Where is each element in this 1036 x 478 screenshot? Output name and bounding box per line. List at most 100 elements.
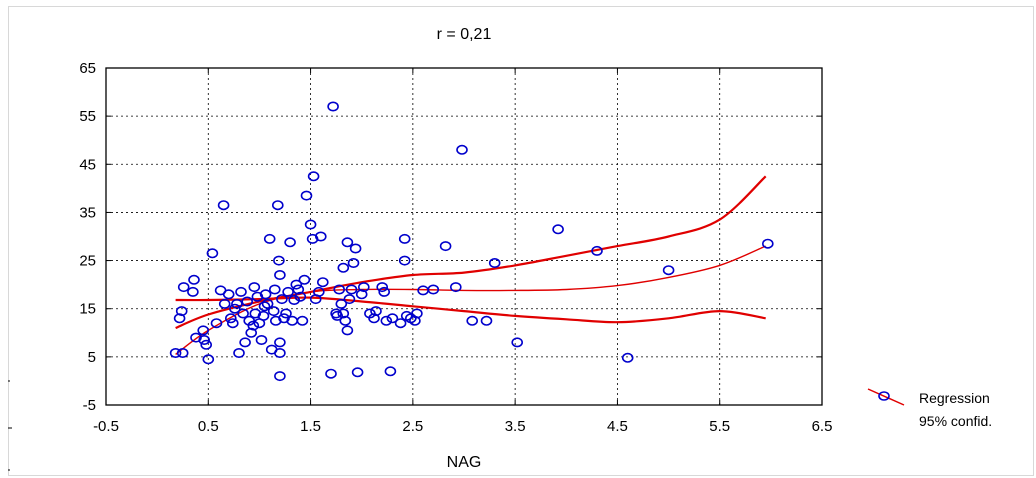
data-point — [251, 291, 264, 302]
data-point — [591, 245, 603, 256]
data-point — [304, 219, 317, 230]
data-point — [261, 298, 274, 309]
y-tick-label: 65 — [79, 60, 96, 77]
confidence-upper-curve — [175, 175, 767, 330]
data-point — [307, 171, 320, 182]
data-point — [210, 318, 223, 329]
data-point — [325, 368, 337, 379]
data-point — [306, 233, 319, 244]
data-point — [621, 352, 634, 363]
data-point — [343, 294, 356, 305]
data-point — [227, 318, 239, 329]
data-point — [237, 308, 249, 319]
x-tick-label: 2.5 — [402, 418, 423, 435]
data-point — [378, 286, 391, 297]
data-point — [552, 224, 564, 235]
data-point — [249, 308, 262, 319]
data-point — [355, 289, 368, 300]
plot-area — [105, 67, 823, 406]
data-point — [341, 325, 354, 336]
legend-regression-line — [867, 388, 905, 406]
data-point — [274, 347, 286, 358]
data-point — [351, 367, 364, 378]
data-point — [331, 310, 344, 321]
y-tick-label: 55 — [79, 108, 96, 125]
data-point — [347, 257, 360, 268]
data-point — [259, 289, 272, 300]
data-point — [245, 327, 257, 338]
data-point — [176, 347, 189, 358]
data-point — [248, 282, 261, 293]
data-point — [456, 144, 468, 155]
data-point — [300, 190, 313, 201]
data-point — [368, 313, 380, 324]
data-point — [327, 101, 339, 112]
data-point — [222, 289, 235, 300]
chart-frame — [8, 6, 1034, 476]
data-point — [337, 262, 350, 273]
data-point — [349, 243, 362, 254]
y-tick-label: 45 — [79, 156, 96, 173]
data-point — [398, 255, 411, 266]
x-tick-label: 6.5 — [812, 418, 833, 435]
legend-label-confidence: 95% confid. — [919, 413, 992, 429]
data-point — [284, 237, 296, 248]
data-point — [662, 265, 675, 276]
data-point — [294, 291, 307, 302]
data-point — [488, 257, 501, 268]
data-point — [273, 255, 285, 266]
data-point — [229, 303, 241, 314]
y-tick-label: 25 — [79, 253, 96, 270]
data-point — [175, 306, 188, 317]
x-axis-label: NAG — [447, 454, 482, 471]
y-tick-labels: -5 5 15 25 35 45 55 65 — [79, 60, 96, 414]
data-point — [394, 318, 407, 329]
x-tick-label: 0.5 — [198, 418, 219, 435]
data-points — [169, 101, 774, 382]
data-point — [511, 337, 524, 348]
data-point — [269, 315, 282, 326]
data-point — [296, 315, 309, 326]
data-point — [386, 313, 399, 324]
legend-label-regression: Regression — [919, 390, 990, 406]
data-point — [200, 339, 212, 350]
data-point — [398, 233, 411, 244]
data-point — [280, 308, 292, 319]
data-point — [409, 315, 421, 326]
y-tick-label: 15 — [79, 301, 96, 318]
data-point — [417, 285, 429, 296]
regression-curves — [175, 175, 767, 355]
data-point — [217, 200, 230, 211]
data-point — [333, 284, 346, 295]
data-point — [345, 284, 358, 295]
data-point — [267, 306, 280, 317]
data-point — [290, 279, 303, 290]
data-point — [197, 325, 209, 336]
data-point — [271, 200, 284, 211]
x-tick-label: 5.5 — [709, 418, 730, 435]
data-point — [198, 334, 210, 345]
legend: Regression 95% confid. — [867, 388, 992, 429]
data-point — [449, 282, 462, 293]
data-point — [239, 337, 251, 348]
data-point — [376, 282, 389, 293]
y-tick-label: 5 — [88, 349, 96, 366]
grid-lines — [106, 68, 822, 405]
data-point — [337, 308, 350, 319]
x-tick-label: 1.5 — [300, 418, 321, 435]
data-point — [218, 298, 231, 309]
data-point — [202, 354, 215, 365]
data-point — [188, 274, 200, 285]
data-point — [169, 347, 182, 358]
data-point — [241, 296, 253, 307]
data-point — [316, 277, 329, 288]
x-tick-labels: -0.5 0.5 1.5 2.5 3.5 4.5 5.5 6.5 — [93, 418, 832, 435]
legend-point-marker — [878, 391, 890, 401]
data-point — [411, 308, 423, 319]
data-point — [233, 347, 245, 358]
data-point — [173, 313, 186, 324]
x-tick-label: 4.5 — [607, 418, 628, 435]
y-tick-label: -5 — [83, 397, 96, 414]
data-point — [274, 371, 286, 382]
